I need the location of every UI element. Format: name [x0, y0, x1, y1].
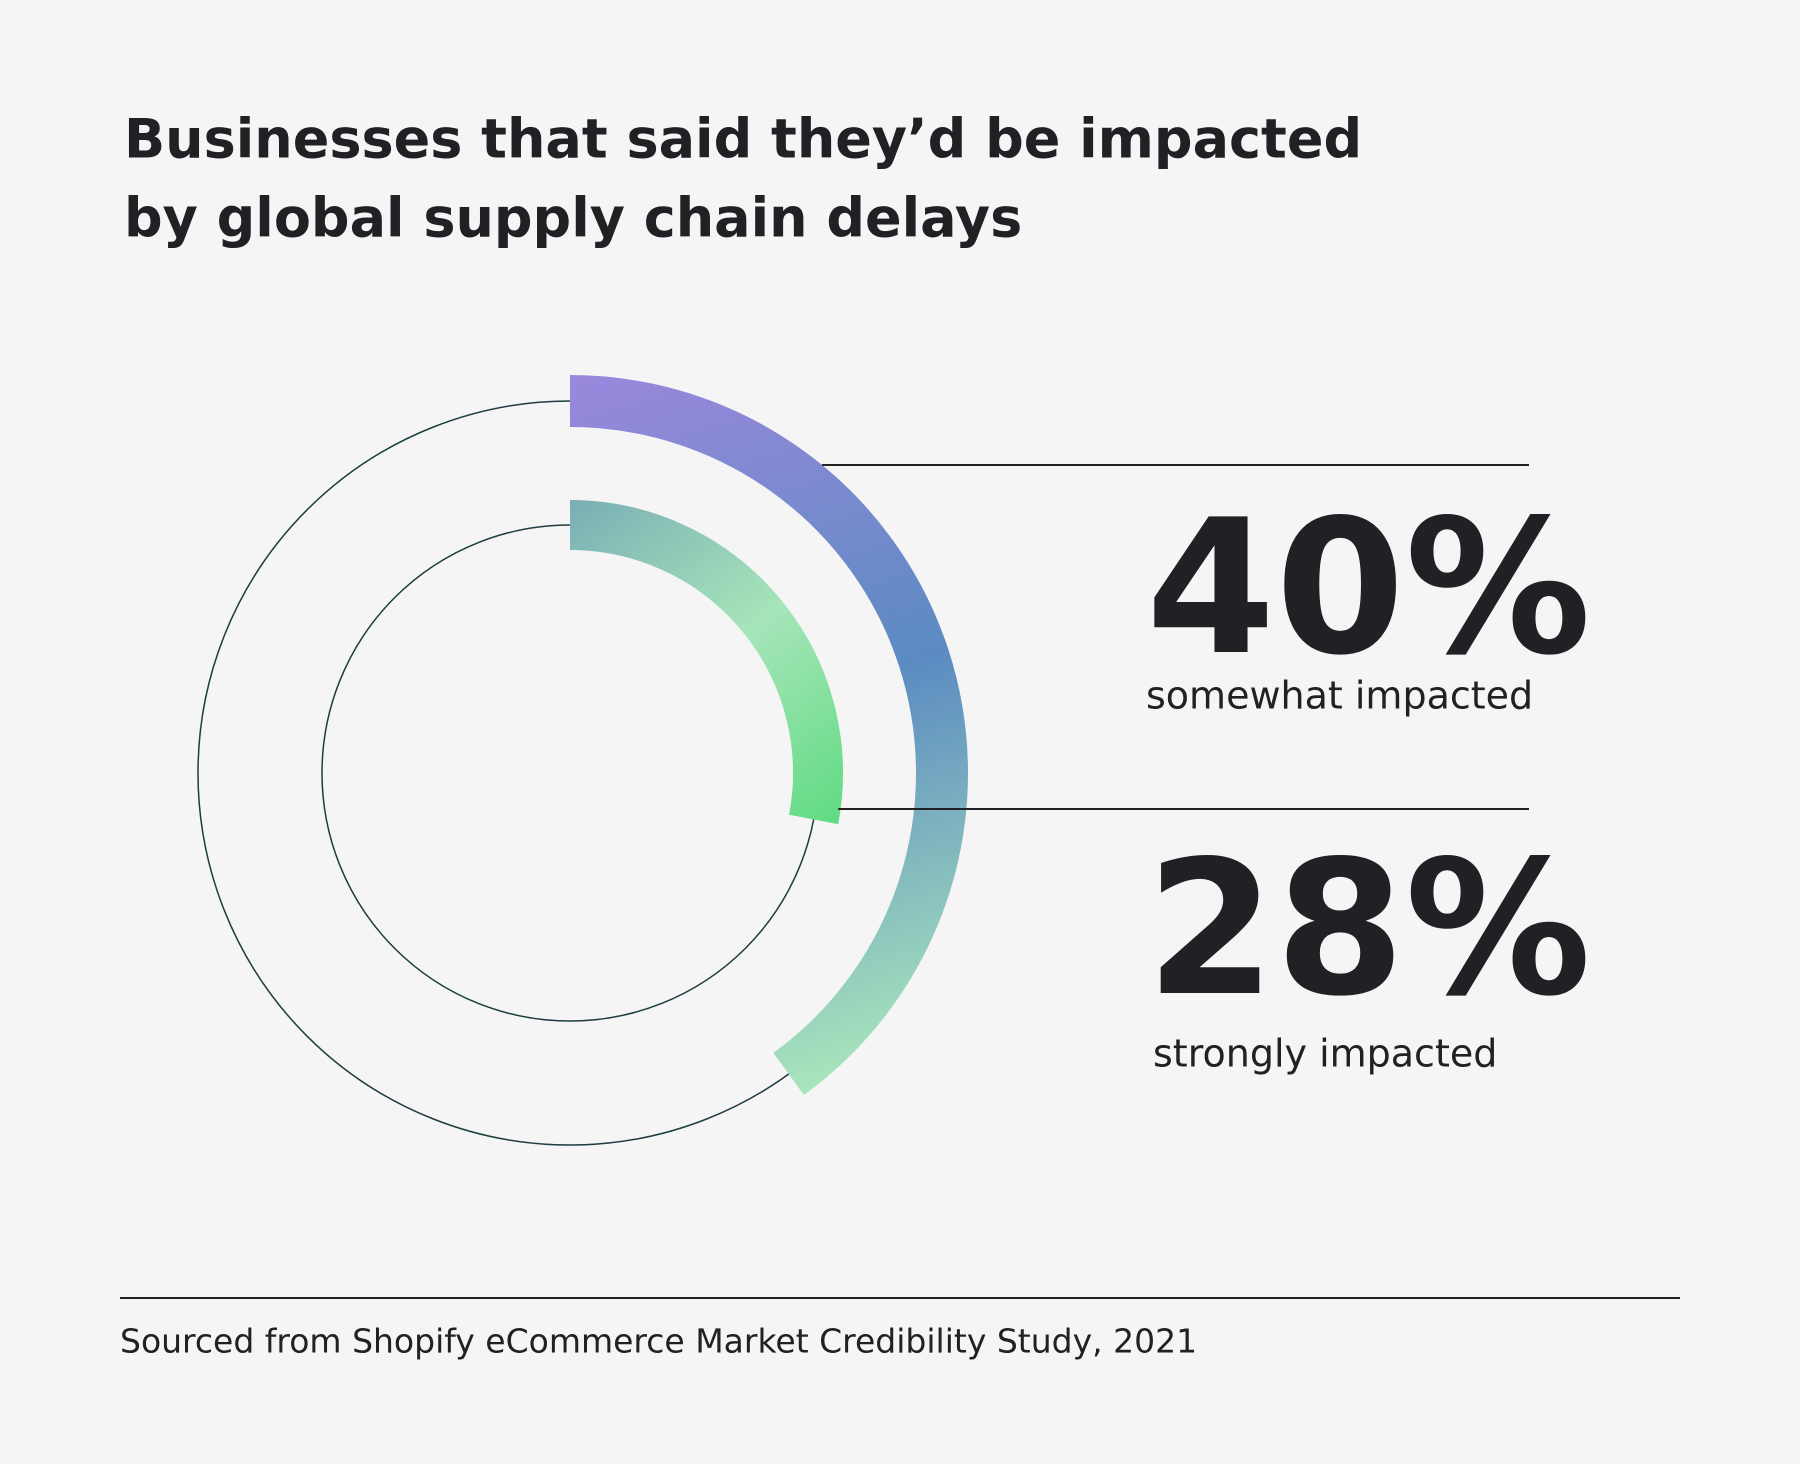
chart-title: Businesses that said they’d be impacted	[124, 108, 1362, 171]
value-label: 40%	[1146, 479, 1591, 696]
category-label: somewhat impacted	[1146, 674, 1533, 718]
category-label: strongly impacted	[1153, 1032, 1497, 1076]
value-label: 28%	[1146, 820, 1591, 1037]
arc-bar	[569, 500, 843, 825]
arc-bar	[569, 375, 968, 1095]
source-note: Sourced from Shopify eCommerce Market Cr…	[120, 1322, 1197, 1361]
chart-title: by global supply chain delays	[124, 187, 1022, 250]
